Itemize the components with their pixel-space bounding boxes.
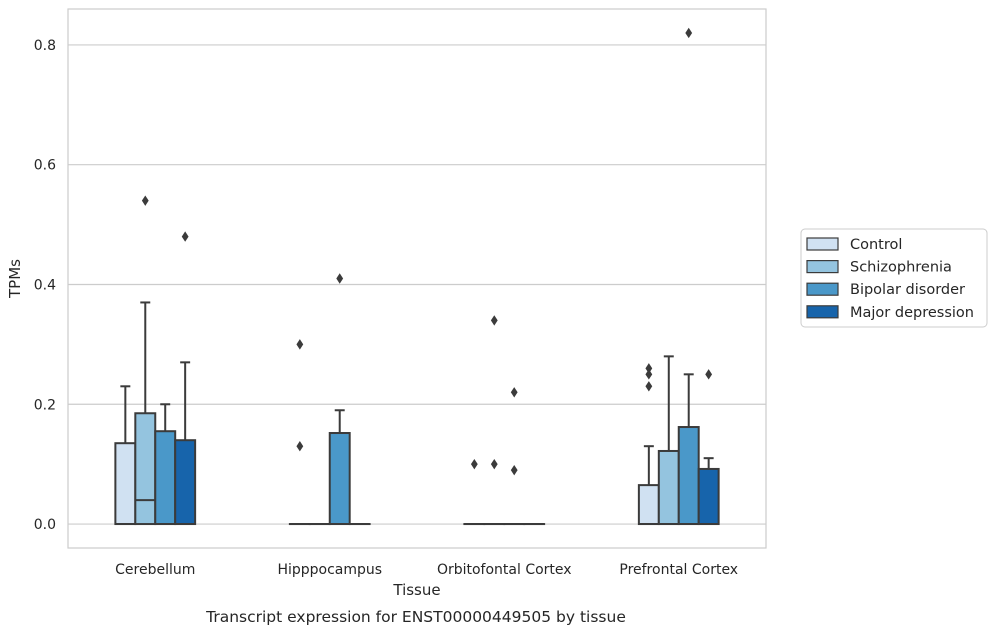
outlier-point bbox=[510, 464, 518, 476]
box-schizophrenia bbox=[483, 315, 506, 526]
x-tick-label: Prefrontal Cortex bbox=[619, 562, 738, 578]
box-schizophrenia bbox=[134, 195, 157, 526]
outlier-point bbox=[470, 458, 478, 470]
box-body bbox=[114, 442, 137, 526]
legend-swatch bbox=[806, 305, 839, 319]
y-tick-label: 0.0 bbox=[34, 517, 56, 533]
y-axis-label: TPMs bbox=[6, 259, 24, 299]
x-axis-label: Tissue bbox=[392, 581, 440, 599]
legend-swatch bbox=[806, 260, 839, 274]
y-tick-label: 0.8 bbox=[34, 38, 56, 54]
box-body bbox=[154, 430, 177, 526]
box-control bbox=[114, 385, 137, 526]
x-tick-label: Orbitofontal Cortex bbox=[437, 562, 572, 578]
box-bipolar-disorder bbox=[154, 403, 177, 526]
box-body bbox=[637, 484, 660, 526]
outlier-point bbox=[490, 315, 498, 326]
outlier-point bbox=[490, 458, 498, 470]
x-tick-labels: Cerebellum Hipppocampus Orbitofontal Corte… bbox=[115, 562, 738, 578]
y-tick-label: 0.4 bbox=[34, 277, 56, 293]
legend-swatch bbox=[806, 237, 839, 251]
box-control bbox=[637, 363, 660, 526]
outlier-point bbox=[705, 369, 713, 380]
y-tick-label: 0.6 bbox=[34, 158, 56, 174]
outlier-point bbox=[645, 363, 653, 374]
box-control bbox=[463, 458, 486, 526]
box-control bbox=[288, 339, 311, 526]
box-body bbox=[677, 426, 700, 526]
legend-entry: Schizophrenia bbox=[850, 260, 952, 276]
legend-entry: Bipolar disorder bbox=[850, 282, 965, 298]
outlier-point bbox=[181, 231, 189, 242]
outlier-point bbox=[336, 273, 344, 284]
outlier-point bbox=[645, 381, 653, 392]
outlier-point bbox=[645, 369, 653, 380]
y-tick-label: 0.2 bbox=[34, 397, 56, 413]
legend-frame bbox=[800, 228, 988, 328]
x-tick-label: Cerebellum bbox=[115, 562, 195, 578]
legend-entry: Major depression bbox=[850, 305, 974, 321]
legend: Control Schizophrenia Bipolar disorder Majo… bbox=[800, 228, 988, 328]
box-schizophrenia bbox=[657, 355, 680, 526]
legend-entry: Control bbox=[850, 237, 902, 253]
outlier-point bbox=[685, 27, 693, 39]
chart-caption: Transcript expression for ENST0000044950… bbox=[205, 608, 626, 626]
outlier-point bbox=[296, 339, 304, 350]
outlier-point bbox=[141, 195, 149, 206]
box-major-depression bbox=[174, 231, 197, 526]
box-body bbox=[697, 467, 720, 526]
box-groups bbox=[114, 27, 720, 526]
plot-frame bbox=[67, 8, 767, 549]
legend-swatch bbox=[806, 282, 839, 296]
outlier-point bbox=[296, 440, 304, 452]
box-body bbox=[657, 449, 680, 526]
box-bipolar-disorder bbox=[503, 387, 526, 526]
x-tick-label: Hipppocampus bbox=[277, 562, 382, 578]
box-body bbox=[328, 432, 351, 526]
box-major-depression bbox=[697, 369, 720, 526]
box-body bbox=[134, 412, 157, 526]
box-bipolar-disorder bbox=[677, 27, 700, 526]
box-bipolar-disorder bbox=[328, 273, 351, 526]
outlier-point bbox=[510, 387, 518, 398]
box-body bbox=[174, 439, 197, 526]
y-tick-labels: 0.0 0.2 0.4 0.6 0.8 bbox=[34, 38, 56, 533]
